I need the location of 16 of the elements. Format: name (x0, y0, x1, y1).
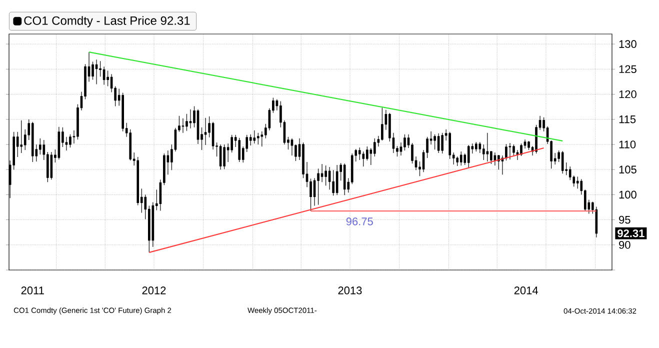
x-tick-label: 2012 (142, 286, 166, 294)
y-tick-label: 115 (619, 116, 636, 124)
y-tick-label: 120 (619, 90, 636, 98)
y-tick-label: 100 (619, 190, 636, 199)
legend-label: CO1 Comdty - Last Price 92.31 (24, 16, 190, 28)
y-tick-label: 130 (619, 40, 636, 48)
x-tick-label: 2014 (514, 286, 538, 294)
y-tick-label: 105 (619, 166, 636, 174)
annotation: 96.75 (346, 218, 373, 226)
x-tick-label: 2013 (338, 286, 362, 294)
y-tick-label: 125 (619, 65, 636, 74)
y-tick-label: 95 (619, 216, 630, 224)
y-tick-label: 90 (619, 241, 630, 249)
text: 92.31 (618, 229, 644, 238)
y-tick-label: 110 (619, 140, 636, 148)
x-tick-label: 2011 (21, 286, 44, 294)
